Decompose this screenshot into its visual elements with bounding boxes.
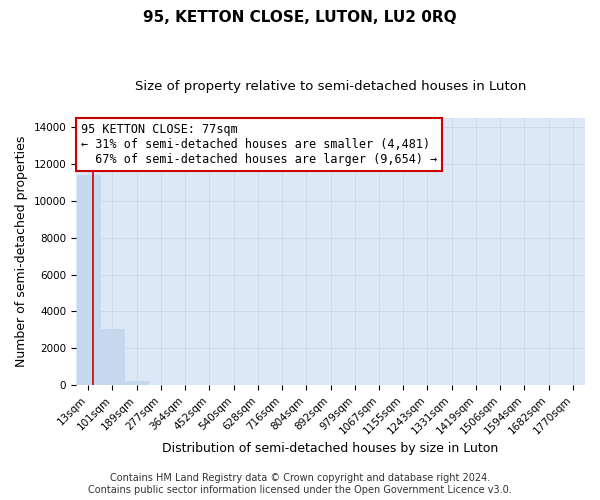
Text: 95 KETTON CLOSE: 77sqm
← 31% of semi-detached houses are smaller (4,481)
  67% o: 95 KETTON CLOSE: 77sqm ← 31% of semi-det… [81, 123, 437, 166]
X-axis label: Distribution of semi-detached houses by size in Luton: Distribution of semi-detached houses by … [163, 442, 499, 455]
Bar [101, 329, 124, 385]
Bar [101, 329, 124, 385]
Bar [77, 175, 100, 385]
Bar [77, 175, 100, 385]
Title: Size of property relative to semi-detached houses in Luton: Size of property relative to semi-detach… [135, 80, 526, 93]
Text: 95, KETTON CLOSE, LUTON, LU2 0RQ: 95, KETTON CLOSE, LUTON, LU2 0RQ [143, 10, 457, 25]
Text: Contains HM Land Registry data © Crown copyright and database right 2024.
Contai: Contains HM Land Registry data © Crown c… [88, 474, 512, 495]
Bar [125, 382, 148, 385]
Y-axis label: Number of semi-detached properties: Number of semi-detached properties [15, 136, 28, 367]
Bar [125, 382, 148, 385]
